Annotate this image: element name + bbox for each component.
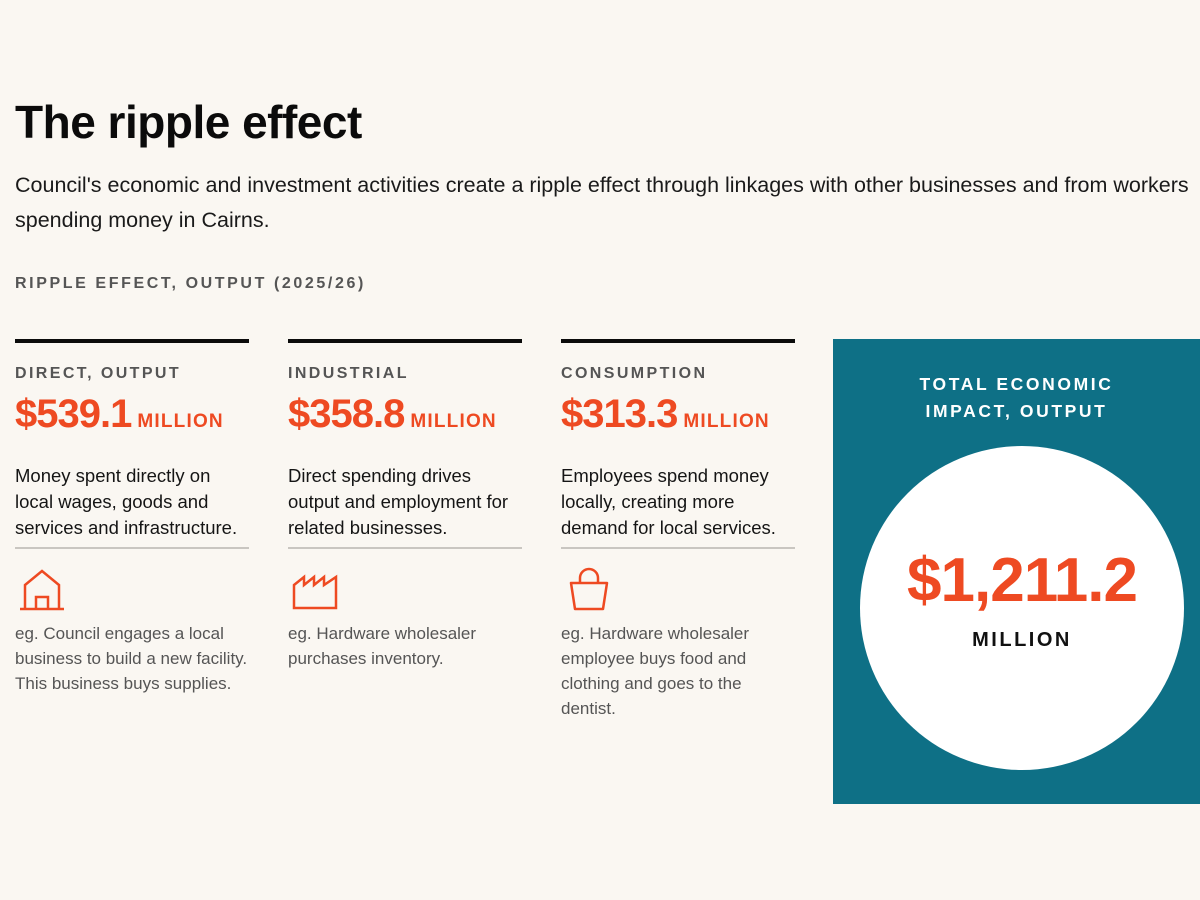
column-divider xyxy=(288,547,522,549)
column-example: eg. Hardware wholesaler employee buys fo… xyxy=(561,624,750,718)
column-top-rule xyxy=(561,339,795,343)
column-top-rule xyxy=(15,339,249,343)
column-amount: $539.1 xyxy=(15,392,132,436)
column-value: $358.8 MILLION xyxy=(288,390,522,447)
column-description: Money spent directly on local wages, good… xyxy=(15,465,238,538)
column-heading: INDUSTRIAL xyxy=(288,365,409,382)
column-unit: MILLION xyxy=(683,411,770,432)
factory-icon xyxy=(292,574,338,610)
total-unit: MILLION xyxy=(972,629,1072,651)
column-top-rule xyxy=(288,339,522,343)
column-amount: $313.3 xyxy=(561,392,678,436)
intro-paragraph: Council's economic and investment activi… xyxy=(15,173,1189,232)
column-divider xyxy=(15,547,249,549)
house-icon xyxy=(20,569,64,611)
column-heading: CONSUMPTION xyxy=(561,365,708,382)
industrial-column: INDUSTRIAL $358.8 MILLION Direct spending… xyxy=(288,339,522,668)
column-value: $313.3 MILLION xyxy=(561,390,795,447)
column-unit: MILLION xyxy=(410,411,497,432)
total-circle: $1,211.2 MILLION xyxy=(860,446,1184,770)
total-heading: TOTAL ECONOMIC IMPACT, OUTPUT xyxy=(919,374,1114,421)
column-example: eg. Hardware wholesaler purchases invent… xyxy=(288,624,477,668)
column-description: Employees spend money locally, creating m… xyxy=(561,465,776,538)
total-amount: $1,211.2 xyxy=(907,546,1138,615)
column-example: eg. Council engages a local business to … xyxy=(15,624,248,693)
column-heading: DIRECT, OUTPUT xyxy=(15,365,182,382)
consumption-column: CONSUMPTION $313.3 MILLION Employees spen… xyxy=(561,339,795,718)
direct-output-column: DIRECT, OUTPUT $539.1 MILLION Money spent… xyxy=(15,339,249,693)
section-label: RIPPLE EFFECT, OUTPUT (2025/26) xyxy=(15,275,366,292)
shopping-bag-icon xyxy=(569,567,609,611)
column-description: Direct spending drives output and employm… xyxy=(288,465,509,538)
column-divider xyxy=(561,547,795,549)
column-amount: $358.8 xyxy=(288,392,405,436)
total-impact-panel: TOTAL ECONOMIC IMPACT, OUTPUT $1,211.2 MI… xyxy=(833,339,1200,804)
page-title: The ripple effect xyxy=(15,96,362,148)
column-value: $539.1 MILLION xyxy=(15,390,249,447)
column-unit: MILLION xyxy=(137,411,224,432)
